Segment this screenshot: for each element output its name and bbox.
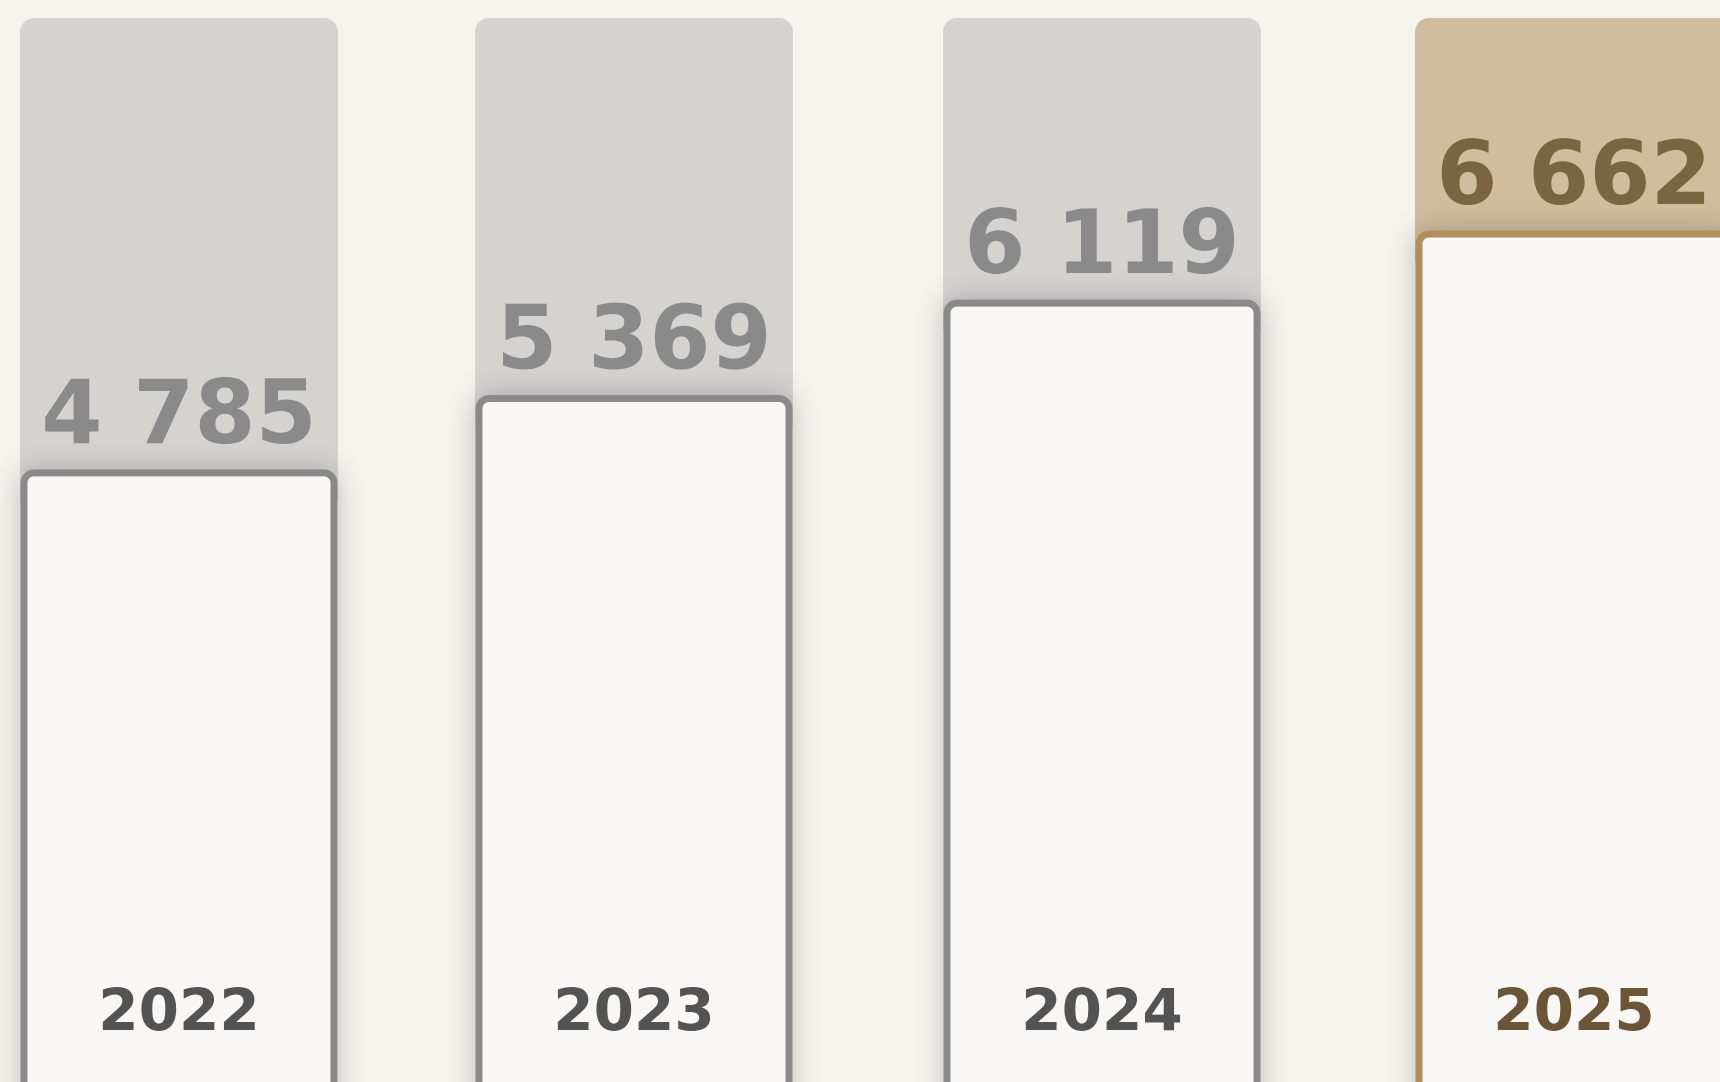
value-label: 5 369	[496, 287, 772, 390]
bar	[943, 299, 1261, 1082]
category-label: 2022	[98, 976, 259, 1044]
column-panel	[20, 18, 338, 513]
value-label: 6 119	[964, 191, 1240, 294]
category-label: 2025	[1493, 976, 1654, 1044]
category-label: 2023	[553, 976, 714, 1044]
value-label: 6 662	[1436, 122, 1712, 225]
category-label: 2024	[1021, 976, 1182, 1044]
value-label: 4 785	[41, 361, 317, 464]
column-panel	[475, 18, 793, 439]
column-panel	[1415, 18, 1720, 274]
bar	[475, 395, 793, 1082]
bar	[1415, 230, 1720, 1082]
bar	[20, 469, 338, 1082]
column-panel	[943, 18, 1261, 344]
